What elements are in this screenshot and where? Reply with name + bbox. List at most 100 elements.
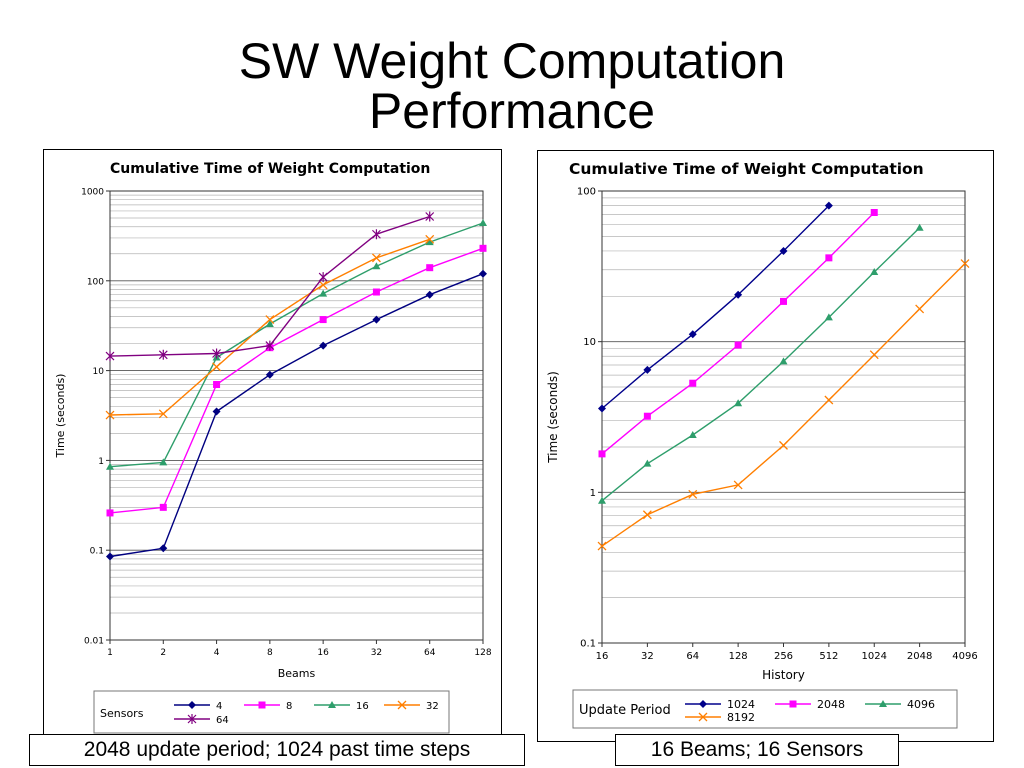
- history-chart: Cumulative Time of Weight Computation 0.1…: [546, 160, 978, 729]
- legend-label: 8192: [727, 711, 755, 724]
- x-tick-label: 256: [774, 651, 793, 662]
- x-tick-label: 512: [819, 651, 838, 662]
- beams-chart-panel: Cumulative Time of Weight Computation 0.0…: [43, 149, 502, 749]
- data-point: [734, 290, 743, 299]
- legend-marker: [258, 701, 266, 709]
- plot-area-frame: [109, 190, 484, 641]
- data-point: [319, 316, 327, 324]
- legend-marker: [328, 701, 336, 708]
- legend-marker: [187, 714, 197, 724]
- legend-label: 32: [426, 701, 439, 712]
- data-point: [915, 304, 925, 314]
- series-line: [109, 247, 484, 514]
- data-point: [598, 496, 606, 504]
- series-line: [109, 222, 484, 468]
- x-tick-label: 16: [317, 648, 329, 658]
- data-point: [598, 404, 606, 413]
- legend-label: 1024: [727, 698, 755, 711]
- x-axis-label: Beams: [278, 667, 316, 680]
- chart-title: Cumulative Time of Weight Computation: [110, 161, 430, 177]
- data-point: [425, 238, 434, 246]
- data-point: [158, 409, 168, 419]
- x-tick-label: 2048: [907, 651, 932, 662]
- data-point: [426, 264, 434, 272]
- series-4: [106, 269, 487, 561]
- data-point: [319, 289, 328, 297]
- data-point: [734, 341, 742, 349]
- data-point: [213, 381, 221, 389]
- series-line: [109, 215, 430, 357]
- legend-label: 8: [286, 701, 292, 712]
- legend-marker: [789, 700, 797, 708]
- legend-label: 2048: [817, 698, 845, 711]
- data-point: [479, 269, 487, 278]
- y-axis-label: Time (seconds): [546, 371, 560, 464]
- slide-title-line-2: Performance: [368, 83, 656, 139]
- y-tick-label: 1: [590, 488, 596, 499]
- legend-marker: [397, 700, 407, 710]
- x-tick-label: 32: [641, 651, 654, 662]
- data-point: [870, 208, 878, 216]
- data-point: [372, 315, 381, 324]
- data-point: [825, 254, 833, 262]
- data-point: [265, 370, 274, 379]
- data-point: [212, 407, 221, 416]
- legend-marker: [879, 700, 887, 707]
- series-16: [106, 219, 487, 470]
- data-point: [869, 350, 879, 360]
- data-point: [372, 262, 381, 270]
- data-point: [479, 219, 487, 227]
- data-point: [372, 229, 381, 240]
- beams-chart: Cumulative Time of Weight Computation 0.0…: [54, 161, 492, 734]
- series-64: [105, 211, 435, 362]
- x-tick-label: 128: [729, 651, 748, 662]
- y-tick-label: 100: [577, 187, 596, 198]
- series-2048: [598, 208, 878, 458]
- data-point: [105, 410, 115, 420]
- x-tick-label: 8: [267, 648, 273, 658]
- series-line: [601, 205, 830, 410]
- data-point: [643, 412, 651, 420]
- x-tick-label: 64: [686, 651, 699, 662]
- x-axis-label: History: [762, 668, 805, 682]
- x-tick-label: 32: [371, 648, 382, 658]
- plot-area-frame: [601, 190, 966, 644]
- x-tick-label: 4: [214, 648, 220, 658]
- legend-box: [572, 689, 958, 729]
- chart-title: Cumulative Time of Weight Computation: [569, 160, 924, 178]
- legend-title: Update Period: [579, 703, 671, 718]
- data-point: [372, 288, 380, 296]
- y-tick-label: 0.1: [90, 547, 104, 557]
- x-tick-label: 2: [160, 648, 166, 658]
- legend: Update Period 1024 2048 4096 8192: [572, 689, 958, 729]
- grid-lines: [110, 190, 483, 614]
- history-chart-panel: Cumulative Time of Weight Computation 0.1…: [537, 150, 994, 742]
- series-line: [109, 273, 484, 558]
- data-point: [643, 365, 652, 374]
- legend-marker: [698, 712, 708, 722]
- y-tick-label: 0.1: [580, 639, 596, 650]
- data-point: [371, 253, 381, 263]
- x-tick-label: 64: [424, 648, 436, 658]
- data-point: [688, 330, 697, 339]
- data-point: [779, 246, 788, 255]
- legend-label: 4096: [907, 698, 935, 711]
- legend-label: 64: [216, 715, 229, 726]
- y-tick-label: 1: [98, 457, 104, 467]
- data-point: [642, 510, 652, 520]
- data-point: [779, 440, 788, 450]
- data-point: [159, 503, 167, 511]
- left-caption: 2048 update period; 1024 past time steps: [29, 734, 525, 766]
- data-point: [158, 349, 168, 360]
- data-point: [824, 395, 834, 405]
- data-point: [265, 340, 275, 351]
- data-point: [319, 341, 328, 350]
- y-tick-label: 1000: [81, 188, 104, 198]
- y-tick-label: 0.01: [84, 637, 104, 647]
- y-tick-label: 10: [583, 337, 596, 348]
- data-point: [598, 450, 606, 458]
- data-point: [824, 201, 833, 210]
- data-point: [643, 459, 652, 467]
- legend-box: [93, 690, 450, 734]
- data-point: [265, 320, 274, 328]
